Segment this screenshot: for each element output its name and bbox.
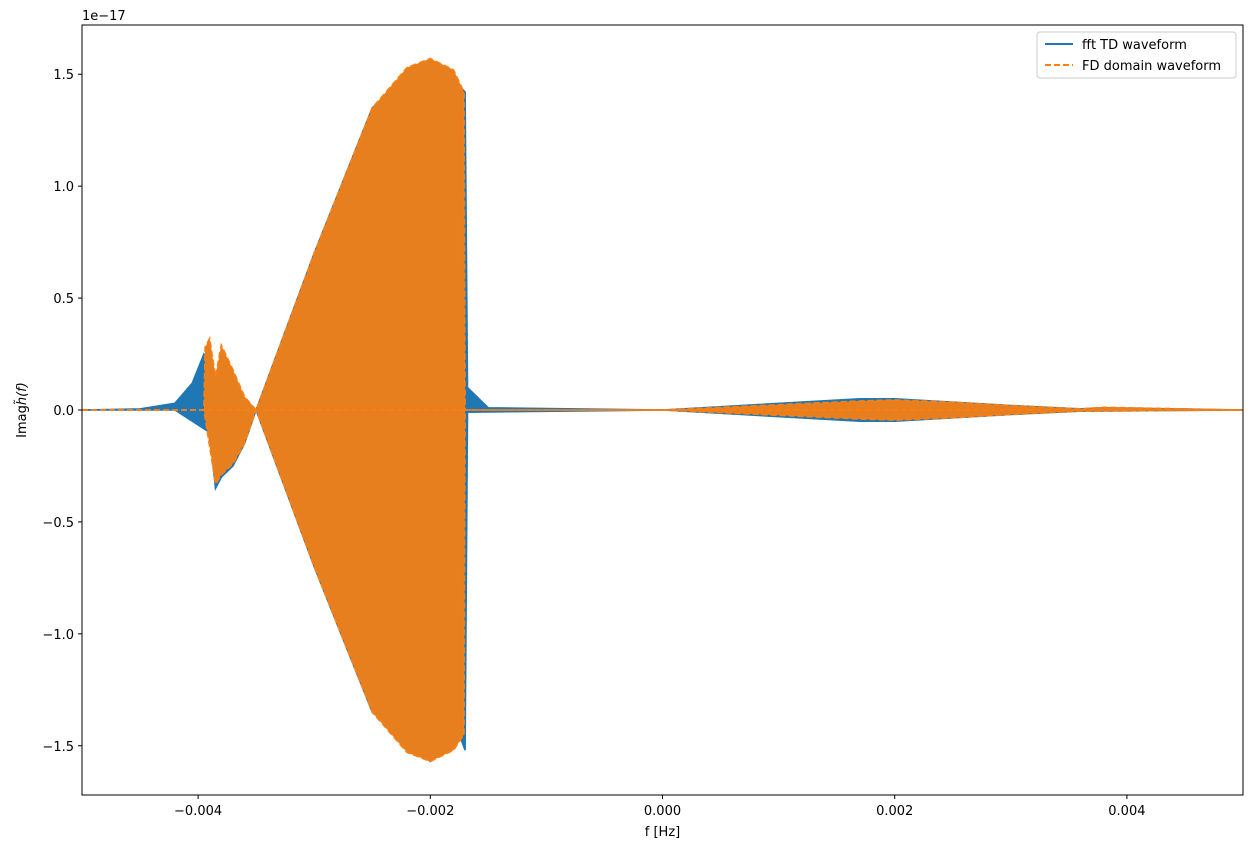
- y-tick-label: −0.5: [42, 516, 74, 531]
- y-tick-label: 1.5: [53, 68, 74, 83]
- y-tick-label: 1.0: [53, 180, 74, 195]
- series-line-upper: [82, 57, 1243, 489]
- x-tick-label: −0.004: [174, 804, 222, 819]
- series-envelope-fill: [82, 58, 1243, 762]
- x-tick-label: −0.002: [406, 804, 454, 819]
- x-tick-label: 0.000: [644, 804, 681, 819]
- series-line-upper: [82, 57, 1243, 412]
- x-tick-label: 0.002: [876, 804, 913, 819]
- chart-marks: [82, 57, 1243, 763]
- x-tick-label: 0.004: [1108, 804, 1145, 819]
- series-line-lower: [82, 407, 1243, 763]
- y-tick-label: −1.0: [42, 628, 74, 643]
- y-ticks: −1.5 −1.0 −0.5 0.0 0.5 1.0 1.5: [42, 68, 82, 755]
- y-tick-label: 0.0: [53, 404, 74, 419]
- legend-box: [1036, 31, 1237, 79]
- y-axis-label-symbol: h̃: [15, 397, 30, 405]
- x-ticks: −0.004 −0.002 0.000 0.002 0.004: [174, 795, 1146, 819]
- y-axis-label: Imagh̃(f): [15, 382, 30, 438]
- x-axis-label: f [Hz]: [645, 825, 680, 840]
- legend: fft TD waveform FD domain waveform: [1036, 31, 1237, 79]
- y-tick-label: 0.5: [53, 292, 74, 307]
- y-axis-label-main: Imag: [15, 405, 30, 438]
- y-offset-text: 1e−17: [82, 9, 126, 24]
- legend-label-fd-domain: FD domain waveform: [1082, 59, 1221, 74]
- y-axis-label-arg: (f): [15, 382, 30, 397]
- series-fd-domain-waveform: [82, 57, 1243, 763]
- y-tick-label: −1.5: [42, 740, 74, 755]
- legend-label-fft-td: fft TD waveform: [1082, 38, 1187, 53]
- series-line-lower: [82, 407, 1243, 763]
